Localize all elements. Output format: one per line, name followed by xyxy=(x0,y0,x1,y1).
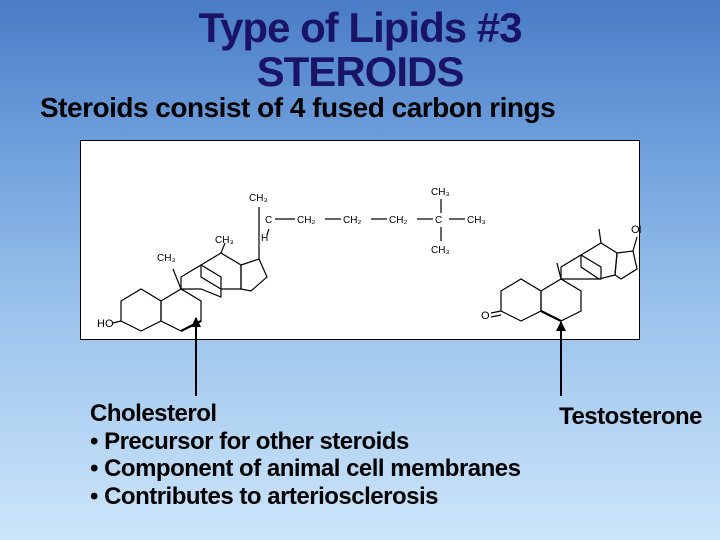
molecule-svg: HO CH₃ CH₃ CH₃ C H CH₂ CH₂ CH₂ C CH₃ xyxy=(81,141,641,341)
right-arrow xyxy=(560,322,562,396)
svg-text:CH₃: CH₃ xyxy=(467,215,486,226)
bullet-2: • Component of animal cell membranes xyxy=(90,455,521,483)
svg-text:CH₃: CH₃ xyxy=(249,193,268,204)
bullet-1: • Precursor for other steroids xyxy=(90,428,521,456)
svg-text:CH₃: CH₃ xyxy=(157,253,176,264)
svg-text:CH₂: CH₂ xyxy=(343,215,361,226)
title-line2: STEROIDS xyxy=(0,50,720,94)
svg-text:HO: HO xyxy=(97,318,114,330)
svg-text:OH: OH xyxy=(631,224,641,236)
bullet-3: • Contributes to arteriosclerosis xyxy=(90,483,521,511)
cholesterol-label: Cholesterol xyxy=(90,400,521,428)
structure-diagram: HO CH₃ CH₃ CH₃ C H CH₂ CH₂ CH₂ C CH₃ xyxy=(80,140,640,340)
left-arrow xyxy=(195,318,197,396)
title-line1: Type of Lipids #3 xyxy=(0,0,720,50)
testosterone-label: Testosterone xyxy=(559,403,702,431)
svg-text:C: C xyxy=(435,215,442,226)
svg-text:CH₂: CH₂ xyxy=(389,215,407,226)
svg-text:CH₃: CH₃ xyxy=(431,245,450,256)
subtitle: Steroids consist of 4 fused carbon rings xyxy=(0,92,720,124)
svg-text:O: O xyxy=(481,310,490,322)
svg-text:CH₂: CH₂ xyxy=(297,215,315,226)
svg-text:C: C xyxy=(265,215,272,226)
svg-text:CH₃: CH₃ xyxy=(431,187,450,198)
left-text-block: Cholesterol • Precursor for other steroi… xyxy=(90,400,521,510)
